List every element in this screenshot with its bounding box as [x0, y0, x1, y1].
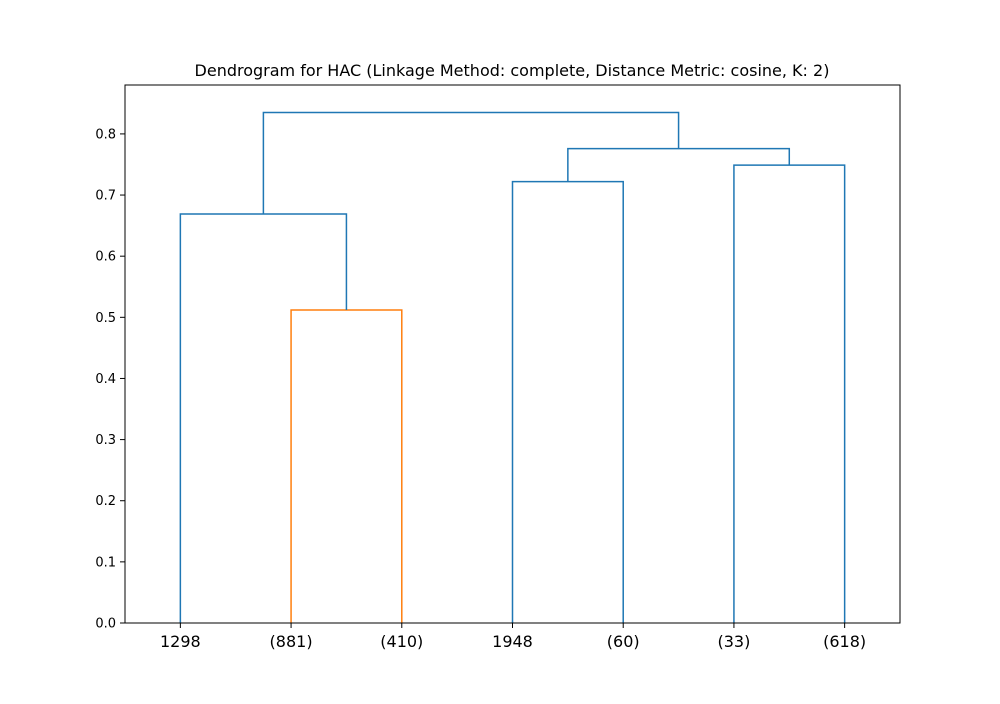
y-tick-label: 0.6 — [95, 250, 116, 265]
leaf-label: 1948 — [492, 632, 533, 651]
leaf-label: (33) — [718, 632, 751, 651]
y-tick-label: 0.4 — [95, 372, 116, 387]
dendrogram-link-0 — [290, 309, 403, 623]
y-tick-label: 0.2 — [95, 494, 116, 509]
y-tick-label: 0.3 — [95, 433, 116, 448]
dendrogram-link-3 — [733, 164, 846, 623]
y-tick-label: 0.8 — [95, 127, 116, 142]
chart-title: Dendrogram for HAC (Linkage Method: comp… — [195, 61, 830, 80]
dendrogram-link-5 — [262, 111, 680, 214]
dendrogram-link-2 — [511, 180, 624, 623]
y-tick-label: 0.7 — [95, 189, 116, 204]
leaf-label: (881) — [270, 632, 313, 651]
y-tick-label: 0.5 — [95, 311, 116, 326]
dendrogram-link-1 — [179, 213, 348, 623]
dendrogram-links — [179, 111, 846, 623]
leaf-label: (60) — [607, 632, 640, 651]
y-tick-label: 0.0 — [95, 617, 116, 632]
x-axis: 1298 (881) (410) 1948 (60) (33) (618) — [160, 623, 866, 651]
y-tick-label: 0.1 — [95, 555, 116, 570]
leaf-label: 1298 — [160, 632, 201, 651]
dendrogram-link-4 — [567, 147, 791, 182]
y-axis: 0.0 0.1 0.2 0.3 0.4 0.5 0.6 0.7 0.8 — [95, 127, 125, 632]
leaf-label: (410) — [380, 632, 423, 651]
leaf-label: (618) — [823, 632, 866, 651]
